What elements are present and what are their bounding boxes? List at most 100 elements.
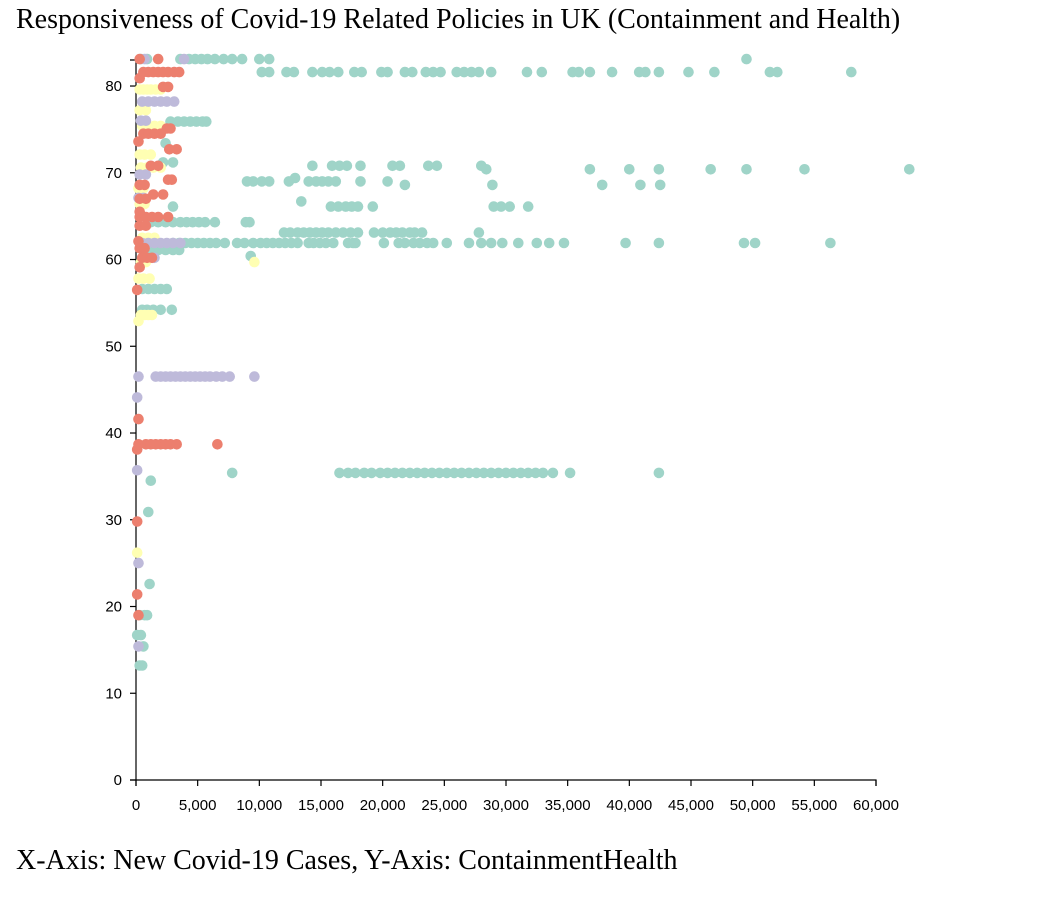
data-point <box>653 66 665 78</box>
series-0 <box>131 53 915 671</box>
data-point <box>399 237 411 249</box>
data-point <box>218 53 229 65</box>
data-point <box>244 216 255 228</box>
data-point <box>253 53 265 65</box>
data-point <box>399 66 411 78</box>
data-point <box>326 160 338 172</box>
data-point <box>146 309 158 321</box>
data-point <box>397 227 408 238</box>
data-point <box>167 237 179 249</box>
data-point <box>404 467 416 479</box>
y-tick-label: 70 <box>105 165 122 182</box>
data-point <box>493 467 504 479</box>
data-point <box>133 413 144 425</box>
data-point <box>635 179 646 191</box>
data-point <box>167 201 179 212</box>
data-point <box>334 467 345 479</box>
data-point <box>456 467 467 479</box>
data-point <box>133 136 144 147</box>
data-point <box>136 660 148 671</box>
x-tick-label: 60,000 <box>853 797 899 814</box>
data-point <box>394 160 406 172</box>
data-point <box>350 467 361 479</box>
data-point <box>249 371 260 382</box>
data-point <box>342 467 354 479</box>
data-point <box>414 237 426 249</box>
data-point <box>367 201 379 212</box>
data-point <box>522 467 534 479</box>
data-point <box>738 237 750 249</box>
data-point <box>217 371 228 382</box>
data-point <box>341 160 353 172</box>
data-point <box>487 179 498 191</box>
data-point <box>411 467 423 479</box>
data-point <box>323 227 334 238</box>
data-point <box>426 467 438 479</box>
data-point <box>497 237 508 249</box>
x-tick-label: 35,000 <box>545 797 591 814</box>
data-point <box>620 237 631 249</box>
data-point <box>741 164 752 175</box>
data-point <box>292 237 303 249</box>
data-point <box>131 516 143 527</box>
y-axis: 0 10 20 30 40 50 60 70 80 <box>105 59 137 789</box>
data-point <box>334 160 345 172</box>
data-point <box>145 149 157 160</box>
data-point <box>239 237 250 249</box>
data-point <box>409 227 421 238</box>
y-tick-label: 50 <box>105 338 122 355</box>
data-point <box>247 237 259 249</box>
data-point <box>140 105 152 116</box>
data-point <box>476 237 487 249</box>
x-tick-label: 20,000 <box>360 797 406 814</box>
data-point <box>825 237 836 249</box>
data-point <box>653 164 665 175</box>
data-point <box>330 227 342 238</box>
chart-title: Responsiveness of Covid-19 Related Polic… <box>16 4 901 35</box>
data-point <box>324 66 335 78</box>
data-point <box>772 66 783 78</box>
data-point <box>352 227 364 238</box>
data-point <box>323 176 334 187</box>
series-1 <box>131 84 260 558</box>
data-point <box>320 237 332 249</box>
data-point <box>247 176 259 187</box>
data-point <box>495 201 507 212</box>
data-point <box>175 237 186 249</box>
data-point <box>330 176 342 187</box>
data-point <box>584 164 596 175</box>
data-point <box>131 465 143 476</box>
data-point <box>513 237 524 249</box>
data-point <box>146 252 158 264</box>
data-point <box>508 467 519 479</box>
data-point <box>289 172 301 184</box>
data-point <box>653 237 665 249</box>
data-point <box>209 53 221 65</box>
data-point <box>349 66 360 78</box>
data-point <box>543 237 555 249</box>
data-point <box>263 176 275 187</box>
data-point <box>168 96 180 107</box>
data-point <box>473 66 485 78</box>
data-point <box>504 201 515 212</box>
data-point <box>458 66 470 78</box>
data-points <box>131 53 915 671</box>
data-point <box>316 66 328 78</box>
data-point <box>231 237 243 249</box>
data-point <box>249 256 260 268</box>
data-point <box>485 467 497 479</box>
data-point <box>488 201 500 212</box>
data-point <box>162 211 174 223</box>
data-point <box>584 66 596 78</box>
data-point <box>135 629 147 641</box>
data-point <box>368 227 380 238</box>
data-point <box>284 227 296 238</box>
data-point <box>378 237 390 249</box>
data-point <box>139 179 150 191</box>
data-point <box>531 237 543 249</box>
data-point <box>558 237 570 249</box>
y-tick-label: 80 <box>105 78 122 95</box>
y-tick-label: 20 <box>105 599 122 616</box>
data-point <box>345 227 356 238</box>
data-point <box>167 157 179 168</box>
